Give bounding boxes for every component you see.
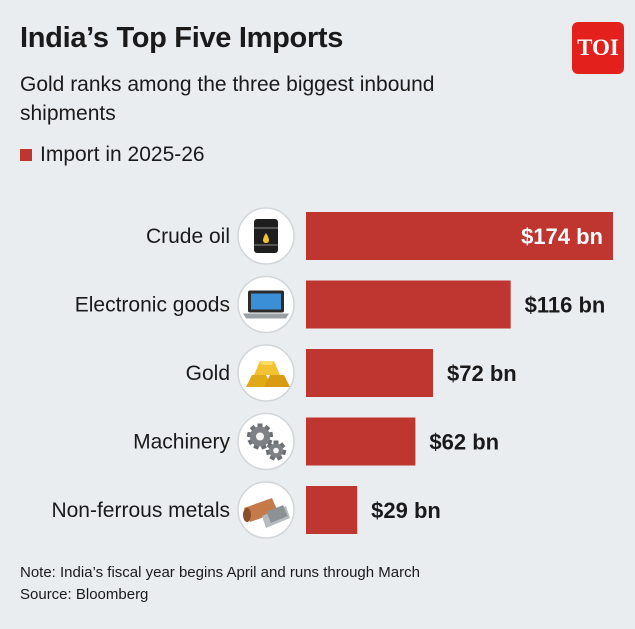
category-label: Gold bbox=[186, 362, 230, 385]
category-label: Machinery bbox=[133, 431, 230, 454]
fiscal-year-note: Note: India’s fiscal year begins April a… bbox=[20, 564, 420, 581]
bar bbox=[306, 280, 511, 329]
bar bbox=[306, 212, 613, 260]
category-label: Non-ferrous metals bbox=[51, 499, 230, 522]
bar bbox=[306, 349, 434, 397]
category-label: Electronic goods bbox=[75, 294, 230, 317]
value-label: $116 bn bbox=[525, 293, 606, 318]
footnotes: Note: India’s fiscal year begins April a… bbox=[20, 562, 420, 606]
gears-icon bbox=[237, 412, 295, 471]
legend-swatch bbox=[20, 149, 32, 161]
bar-chart: Crude oil $174 bn Electronic goods $116 bn G… bbox=[51, 207, 613, 539]
value-label: $72 bn bbox=[447, 361, 517, 386]
oil-barrel-icon bbox=[237, 207, 295, 265]
value-label: $29 bn bbox=[371, 498, 441, 523]
value-label: $62 bn bbox=[429, 430, 499, 455]
value-label: $174 bn bbox=[521, 224, 603, 249]
laptop-icon bbox=[237, 275, 295, 334]
legend: Import in 2025-26 bbox=[20, 143, 205, 167]
chart-subtitle: Gold ranks among the three biggest inbou… bbox=[20, 73, 435, 125]
bar bbox=[306, 417, 416, 466]
category-label: Crude oil bbox=[146, 225, 230, 248]
toi-logo: TOI bbox=[572, 22, 624, 74]
gold-bars-icon bbox=[237, 344, 295, 402]
source-note: Source: Bloomberg bbox=[20, 586, 149, 603]
legend-label: Import in 2025-26 bbox=[40, 143, 205, 166]
chart-title: India’s Top Five Imports bbox=[20, 22, 344, 54]
metal-pipes-icon bbox=[237, 481, 295, 539]
bar bbox=[306, 486, 358, 534]
